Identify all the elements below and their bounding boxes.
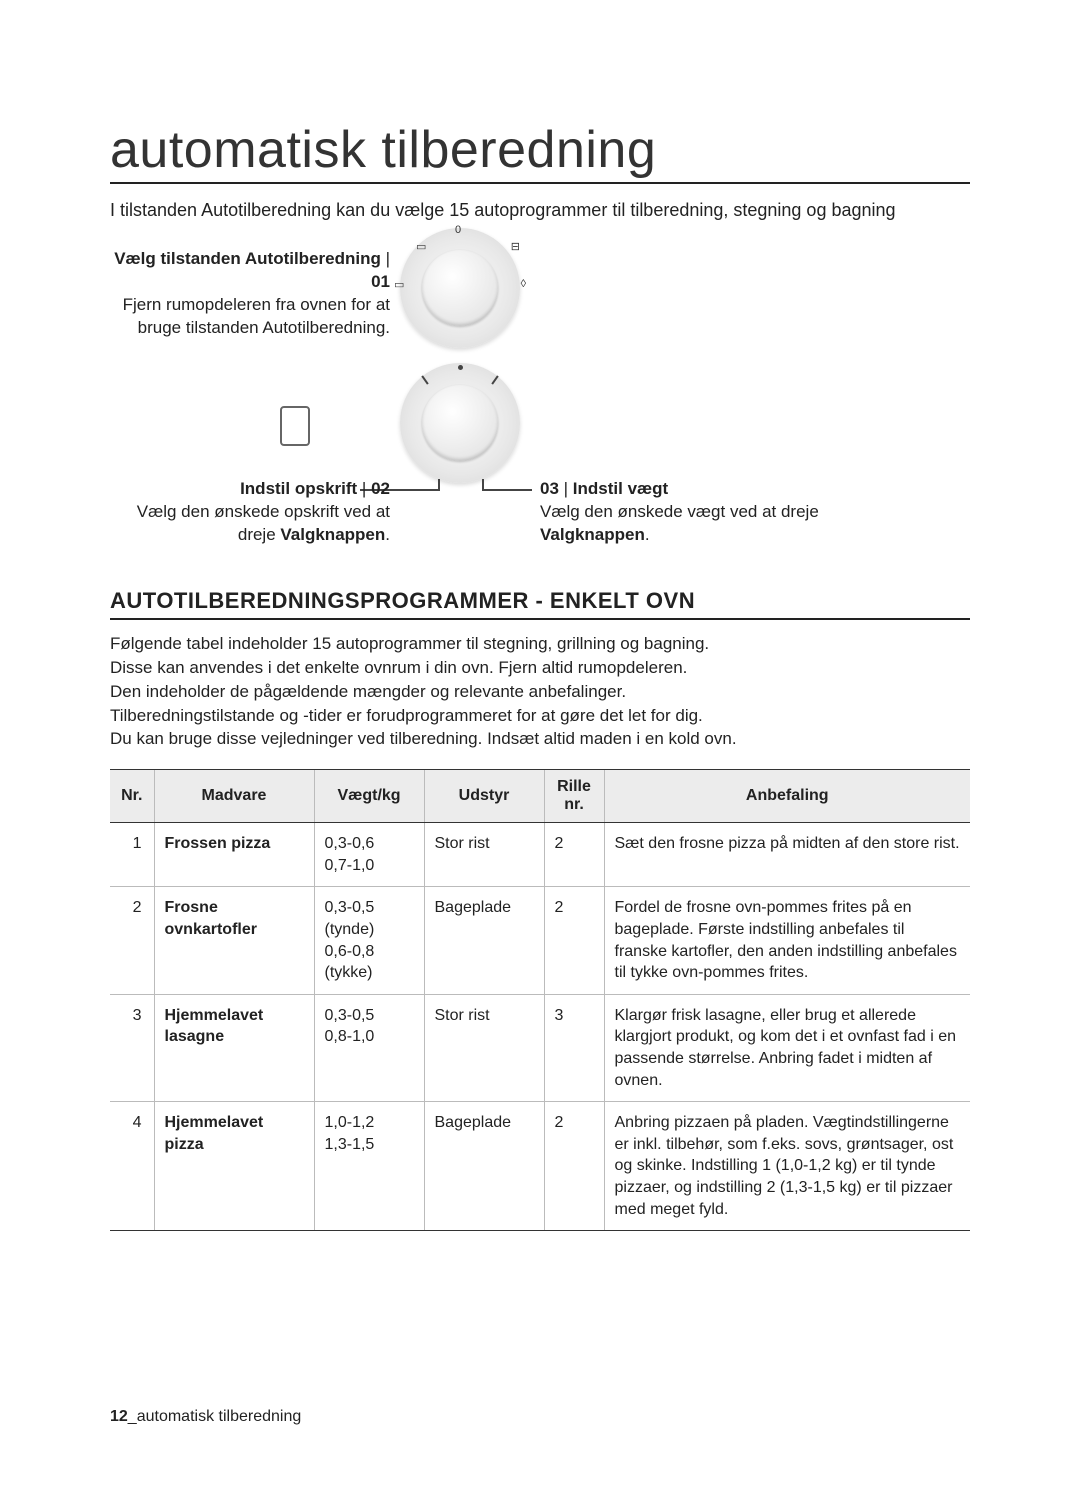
page-number: 12: [110, 1408, 128, 1425]
step-2-num: 02: [371, 479, 390, 498]
cell-nr: 1: [110, 823, 154, 887]
dial-tick-l: [421, 376, 428, 385]
cell-rec: Klargør frisk lasagne, eller brug et all…: [604, 994, 970, 1101]
cell-nr: 4: [110, 1102, 154, 1231]
step-3: 03 | Indstil vægt Vælg den ønskede vægt …: [540, 478, 830, 547]
cell-weight: 0,3-0,5 (tynde) 0,6-0,8 (tykke): [314, 887, 424, 994]
step-1-body: Fjern rumopdeleren fra ovnen for at brug…: [110, 294, 390, 340]
dial-mark-tl: ▭: [416, 240, 426, 253]
dial-mark-r: ◊: [521, 278, 526, 290]
cell-food: Hjemmelavet lasagne: [154, 994, 314, 1101]
cell-rec: Sæt den frosne pizza på midten af den st…: [604, 823, 970, 887]
intro-text: I tilstanden Autotilberedning kan du væl…: [110, 198, 970, 222]
cell-equip: Stor rist: [424, 823, 544, 887]
dial-diagram: Vælg tilstanden Autotilberedning | 01 Fj…: [110, 228, 970, 548]
cell-slot: 2: [544, 823, 604, 887]
col-food: Madvare: [154, 770, 314, 823]
program-table: Nr. Madvare Vægt/kg Udstyr Rille nr. Anb…: [110, 769, 970, 1231]
cell-food: Frossen pizza: [154, 823, 314, 887]
dial-dot: [458, 365, 463, 370]
cell-weight: 1,0-1,2 1,3-1,5: [314, 1102, 424, 1231]
cell-equip: Bageplade: [424, 887, 544, 994]
cell-equip: Bageplade: [424, 1102, 544, 1231]
connector-right: [482, 489, 532, 491]
cell-nr: 3: [110, 994, 154, 1101]
col-equip: Udstyr: [424, 770, 544, 823]
cell-food: Hjemmelavet pizza: [154, 1102, 314, 1231]
step-2: Indstil opskrift | 02 Vælg den ønskede o…: [110, 478, 390, 547]
cell-nr: 2: [110, 887, 154, 994]
section-title: AUTOTILBEREDNINGSPROGRAMMER - ENKELT OVN: [110, 588, 970, 620]
cell-weight: 0,3-0,6 0,7-1,0: [314, 823, 424, 887]
step-1-head: Vælg tilstanden Autotilberedning: [114, 249, 381, 268]
col-nr: Nr.: [110, 770, 154, 823]
display-icon: [280, 406, 310, 446]
page-title: automatisk tilberedning: [110, 120, 970, 184]
cell-rec: Fordel de frosne ovn-pommes frites på en…: [604, 887, 970, 994]
table-row: 2Frosne ovnkartofler0,3-0,5 (tynde) 0,6-…: [110, 887, 970, 994]
mode-dial: 0 ▭ ▭ ⊟ ◊: [400, 228, 520, 348]
table-row: 4Hjemmelavet pizza1,0-1,2 1,3-1,5Bagepla…: [110, 1102, 970, 1231]
page-footer: 12_automatisk tilberedning: [110, 1408, 301, 1426]
cell-slot: 3: [544, 994, 604, 1101]
col-slot: Rille nr.: [544, 770, 604, 823]
col-weight: Vægt/kg: [314, 770, 424, 823]
selector-dial: [400, 363, 520, 483]
step-1: Vælg tilstanden Autotilberedning | 01 Fj…: [110, 248, 390, 340]
cell-weight: 0,3-0,5 0,8-1,0: [314, 994, 424, 1101]
step-3-num: 03: [540, 479, 559, 498]
step-3-body: Vælg den ønskede vægt ved at dreje Valgk…: [540, 501, 830, 547]
dial-mark-tr: ⊟: [511, 240, 520, 253]
footer-label: _automatisk tilberedning: [128, 1408, 301, 1425]
section-text: Følgende tabel indeholder 15 autoprogram…: [110, 632, 970, 751]
cell-rec: Anbring pizzaen på pladen. Vægtindstilli…: [604, 1102, 970, 1231]
dial-tick-r: [491, 376, 498, 385]
col-rec: Anbefaling: [604, 770, 970, 823]
dial-mark-0: 0: [455, 224, 461, 236]
cell-slot: 2: [544, 887, 604, 994]
cell-slot: 2: [544, 1102, 604, 1231]
table-row: 1Frossen pizza0,3-0,6 0,7-1,0Stor rist2S…: [110, 823, 970, 887]
table-row: 3Hjemmelavet lasagne0,3-0,5 0,8-1,0Stor …: [110, 994, 970, 1101]
step-2-body: Vælg den ønskede opskrift ved at dreje V…: [110, 501, 390, 547]
dial-mark-l: ▭: [394, 278, 404, 291]
step-1-num: 01: [371, 272, 390, 291]
cell-food: Frosne ovnkartofler: [154, 887, 314, 994]
cell-equip: Stor rist: [424, 994, 544, 1101]
step-2-head: Indstil opskrift: [240, 479, 357, 498]
step-3-head: Indstil vægt: [573, 479, 668, 498]
